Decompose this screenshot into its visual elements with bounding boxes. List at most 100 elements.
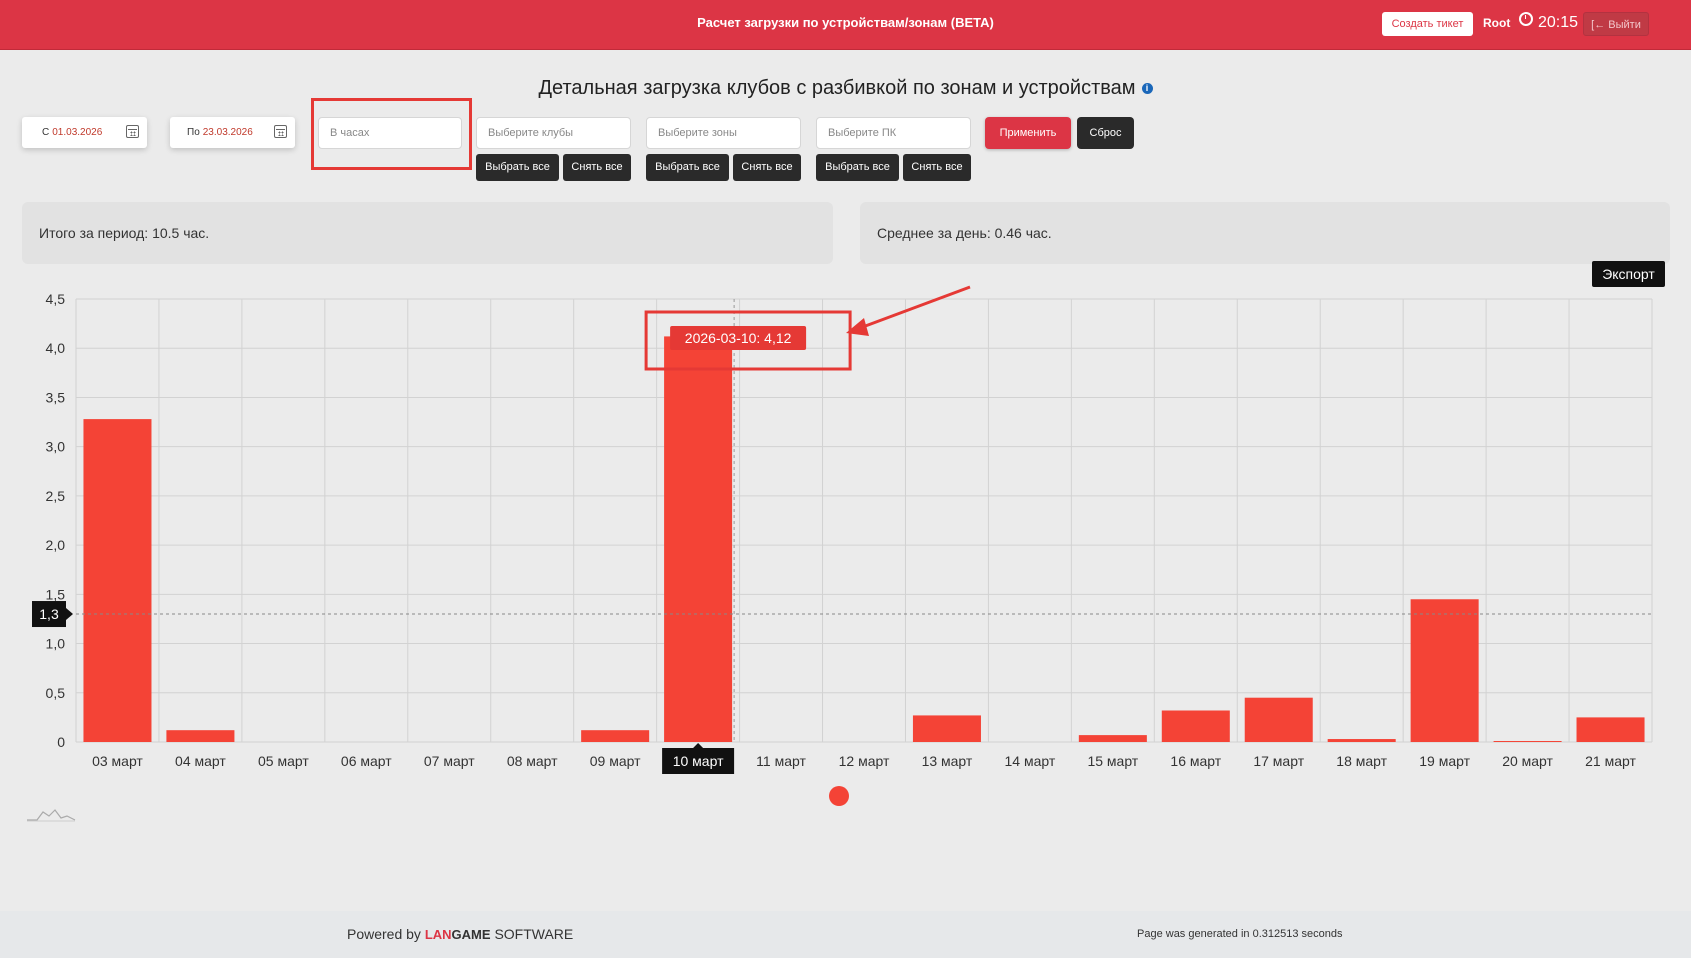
y-tick-label: 2,0	[46, 537, 66, 553]
reset-button[interactable]: Сброс	[1077, 117, 1134, 149]
y-tick-label: 4,0	[46, 340, 66, 356]
daily-average-text: Среднее за день: 0.46 час.	[877, 225, 1052, 241]
clubs-clear-all-button[interactable]: Снять все	[563, 154, 631, 181]
units-select[interactable]: В часах	[318, 117, 462, 149]
x-label-pointer	[693, 743, 704, 748]
x-tick-label: 15 март	[1087, 753, 1138, 769]
highlight-box-units	[311, 98, 472, 170]
average-label-pointer	[66, 608, 73, 621]
page-title: Детальная загрузка клубов с разбивкой по…	[0, 77, 1691, 100]
clock-icon	[1519, 12, 1533, 26]
y-tick-label: 3,5	[46, 389, 66, 405]
generation-time: Page was generated in 0.312513 seconds	[1137, 928, 1343, 940]
bar	[1244, 697, 1313, 742]
brand-part2: GAME	[451, 927, 491, 942]
x-tick-label: 16 март	[1170, 753, 1221, 769]
x-tick-label: 10 март	[673, 753, 724, 769]
total-period-text: Итого за период: 10.5 час.	[39, 225, 210, 241]
bar	[581, 730, 650, 742]
apply-button[interactable]: Применить	[985, 117, 1071, 149]
clock-time: 20:15	[1538, 14, 1579, 31]
x-tick-label: 13 март	[922, 753, 973, 769]
average-label: 1,3	[39, 606, 59, 622]
bar-chart: 0 0,5 1,0 1,5 2,0 2,5 3,0 3,5 4,0 4,5 03 март 04 ма…	[32, 285, 1653, 806]
bar	[1493, 741, 1562, 742]
brand-part1: LAN	[424, 927, 452, 942]
bar	[1078, 735, 1147, 742]
x-tick-label: 14 март	[1005, 753, 1056, 769]
zones-select-all-button[interactable]: Выбрать все	[646, 154, 729, 181]
x-tick-label: 12 март	[839, 753, 890, 769]
clubs-select[interactable]: Выберите клубы	[476, 117, 631, 149]
powered-by: Powered by LANGAME SOFTWARE	[347, 911, 573, 958]
daily-average-card: Среднее за день: 0.46 час.	[860, 202, 1670, 264]
tooltip-bg	[670, 326, 807, 350]
x-tick-label: 04 март	[175, 753, 226, 769]
logout-button[interactable]: [← Выйти	[1583, 12, 1649, 36]
bar	[83, 419, 152, 742]
x-tick-label: 18 март	[1336, 753, 1387, 769]
tooltip-text: 2026-03-10: 4,12	[685, 330, 792, 346]
highlight-box-tooltip	[644, 310, 852, 371]
create-ticket-button[interactable]: Создать тикет	[1382, 12, 1473, 36]
bar	[1161, 710, 1230, 742]
y-tick-label: 1,0	[46, 636, 66, 652]
date-to-field[interactable]: По 23.03.2026	[170, 117, 295, 148]
footer: Powered by LANGAME SOFTWARE Page was gen…	[0, 911, 1691, 958]
pc-clear-all-button[interactable]: Снять все	[903, 154, 971, 181]
x-tick-label: 19 март	[1419, 753, 1470, 769]
pc-select-all-button[interactable]: Выбрать все	[816, 154, 899, 181]
average-label-bg	[32, 601, 66, 628]
powered-prefix: Powered by	[347, 926, 421, 942]
y-tick-label: 2,5	[46, 488, 66, 504]
date-from-field[interactable]: С 01.03.2026	[22, 117, 147, 148]
x-tick-label: 09 март	[590, 753, 641, 769]
annotation-arrow-line	[859, 285, 971, 330]
range-selector-icon[interactable]	[27, 806, 77, 822]
top-bar: Расчет загрузки по устройствам/зонам (BE…	[0, 0, 1691, 50]
date-from-value: 01.03.2026	[52, 127, 103, 138]
y-tick-label: 4,5	[46, 291, 66, 307]
x-tick-label: 03 март	[92, 753, 143, 769]
clock: 20:15	[1519, 0, 1578, 46]
bar	[1410, 599, 1479, 742]
total-period-card: Итого за период: 10.5 час.	[22, 202, 833, 264]
annotation-arrow-head	[846, 318, 869, 336]
date-to-label: По	[187, 127, 200, 138]
x-tick-label: 21 март	[1585, 753, 1636, 769]
date-from-label: С	[42, 127, 50, 138]
export-button[interactable]: Экспорт	[1592, 261, 1665, 287]
bar	[1327, 739, 1396, 742]
zones-select[interactable]: Выберите зоны	[646, 117, 801, 149]
zones-clear-all-button[interactable]: Снять все	[733, 154, 801, 181]
bar	[166, 730, 235, 742]
x-tick-label: 05 март	[258, 753, 309, 769]
x-tick-label: 17 март	[1253, 753, 1304, 769]
y-tick-label: 0	[57, 734, 65, 750]
x-tick-label: 07 март	[424, 753, 475, 769]
header-title: Расчет загрузки по устройствам/зонам (BE…	[697, 15, 994, 30]
logout-label: Выйти	[1608, 19, 1641, 31]
bar	[664, 336, 733, 742]
page-title-text: Детальная загрузка клубов с разбивкой по…	[538, 77, 1136, 99]
bar	[1576, 717, 1645, 742]
x-tick-label: 20 март	[1502, 753, 1553, 769]
calendar-icon[interactable]	[126, 125, 139, 138]
x-tick-label: 08 март	[507, 753, 558, 769]
y-tick-label: 0,5	[46, 685, 66, 701]
legend-dot	[829, 786, 849, 806]
x-tick-label: 06 март	[341, 753, 392, 769]
x-tick-label: 11 март	[756, 753, 806, 769]
brand-suffix: SOFTWARE	[494, 926, 574, 942]
brand-logo[interactable]: LANGAME	[425, 927, 491, 942]
y-tick-label: 1,5	[46, 586, 66, 602]
user-name[interactable]: Root	[1483, 16, 1511, 30]
clubs-select-all-button[interactable]: Выбрать все	[476, 154, 559, 181]
calendar-icon[interactable]	[274, 125, 287, 138]
info-icon[interactable]: i	[1141, 83, 1153, 94]
x-label-highlight	[662, 748, 735, 774]
bar	[912, 715, 981, 742]
pc-select[interactable]: Выберите ПК	[816, 117, 971, 149]
logout-icon: [←	[1591, 19, 1606, 31]
y-tick-label: 3,0	[46, 439, 66, 455]
